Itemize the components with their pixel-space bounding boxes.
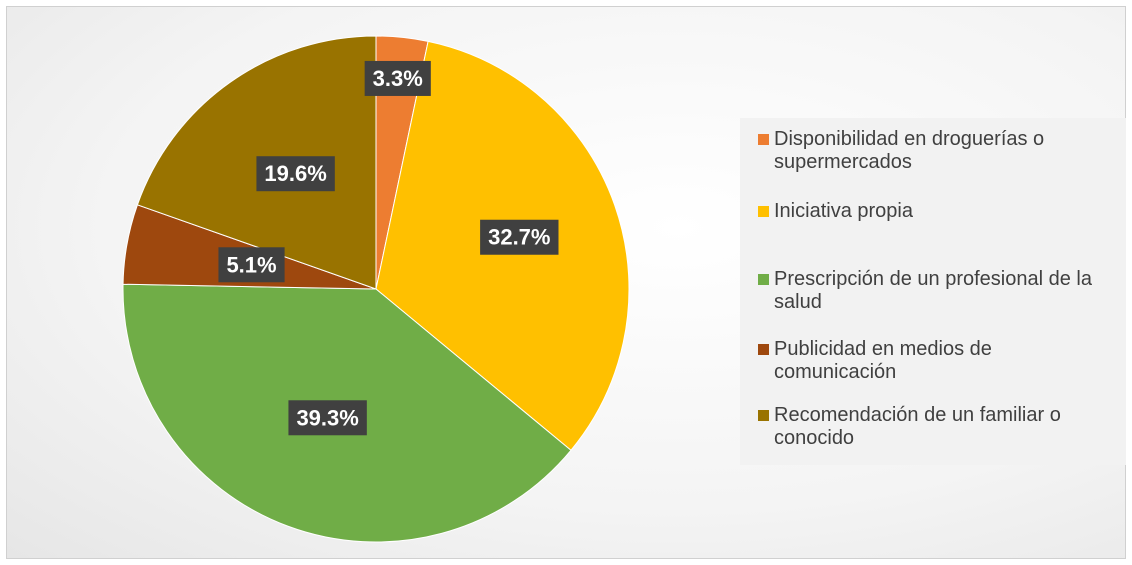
legend-entry: Disponibilidad en droguerías o supermerc… xyxy=(740,128,1110,174)
data-label-box xyxy=(364,60,431,96)
legend-label: Recomendación de un familiar o conocido xyxy=(774,404,1061,449)
legend-swatch xyxy=(758,410,769,421)
legend-entry: Iniciativa propia xyxy=(740,200,1110,223)
data-label-box xyxy=(480,219,559,255)
data-label: 32.7% xyxy=(488,225,550,250)
legend-entry: Recomendación de un familiar o conocido xyxy=(740,404,1110,450)
legend-entry: Prescripción de un profesional de la sal… xyxy=(740,268,1110,314)
legend: Disponibilidad en droguerías o supermerc… xyxy=(740,118,1126,465)
data-label: 3.3% xyxy=(373,66,423,91)
data-label: 5.1% xyxy=(226,252,276,277)
data-label-box xyxy=(218,247,285,283)
legend-label: Publicidad en medios de comunicación xyxy=(774,338,992,383)
legend-swatch xyxy=(758,206,769,217)
legend-label: Prescripción de un profesional de la sal… xyxy=(774,268,1092,313)
legend-label: Iniciativa propia xyxy=(774,200,913,222)
legend-swatch xyxy=(758,134,769,145)
data-label-box xyxy=(288,400,367,436)
data-label-box xyxy=(256,156,335,192)
data-label: 39.3% xyxy=(296,405,358,430)
legend-label: Disponibilidad en droguerías o supermerc… xyxy=(774,128,1045,173)
data-label: 19.6% xyxy=(264,161,326,186)
legend-swatch xyxy=(758,344,769,355)
legend-swatch xyxy=(758,274,769,285)
legend-entry: Publicidad en medios de comunicación xyxy=(740,338,1110,384)
